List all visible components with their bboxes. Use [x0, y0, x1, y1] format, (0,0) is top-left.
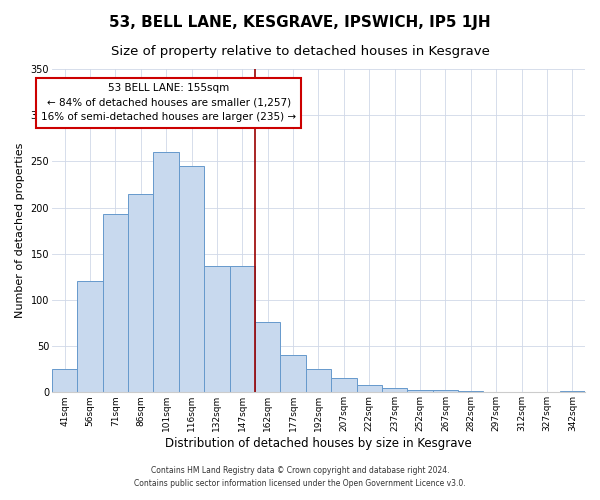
X-axis label: Distribution of detached houses by size in Kesgrave: Distribution of detached houses by size …: [165, 437, 472, 450]
Text: Contains HM Land Registry data © Crown copyright and database right 2024.
Contai: Contains HM Land Registry data © Crown c…: [134, 466, 466, 487]
Text: 53, BELL LANE, KESGRAVE, IPSWICH, IP5 1JH: 53, BELL LANE, KESGRAVE, IPSWICH, IP5 1J…: [109, 15, 491, 30]
Text: Size of property relative to detached houses in Kesgrave: Size of property relative to detached ho…: [110, 45, 490, 58]
Bar: [356, 385, 382, 392]
Text: 53 BELL LANE: 155sqm
← 84% of detached houses are smaller (1,257)
16% of semi-de: 53 BELL LANE: 155sqm ← 84% of detached h…: [41, 83, 296, 122]
Bar: [77, 282, 103, 393]
Bar: [255, 322, 280, 392]
Bar: [382, 388, 407, 392]
Bar: [128, 194, 154, 392]
Bar: [204, 266, 230, 392]
Bar: [230, 266, 255, 392]
Bar: [103, 214, 128, 392]
Bar: [306, 369, 331, 392]
Bar: [280, 356, 306, 393]
Bar: [407, 390, 433, 392]
Y-axis label: Number of detached properties: Number of detached properties: [15, 143, 25, 318]
Bar: [331, 378, 356, 392]
Bar: [179, 166, 204, 392]
Bar: [433, 390, 458, 392]
Bar: [154, 152, 179, 392]
Bar: [52, 369, 77, 392]
